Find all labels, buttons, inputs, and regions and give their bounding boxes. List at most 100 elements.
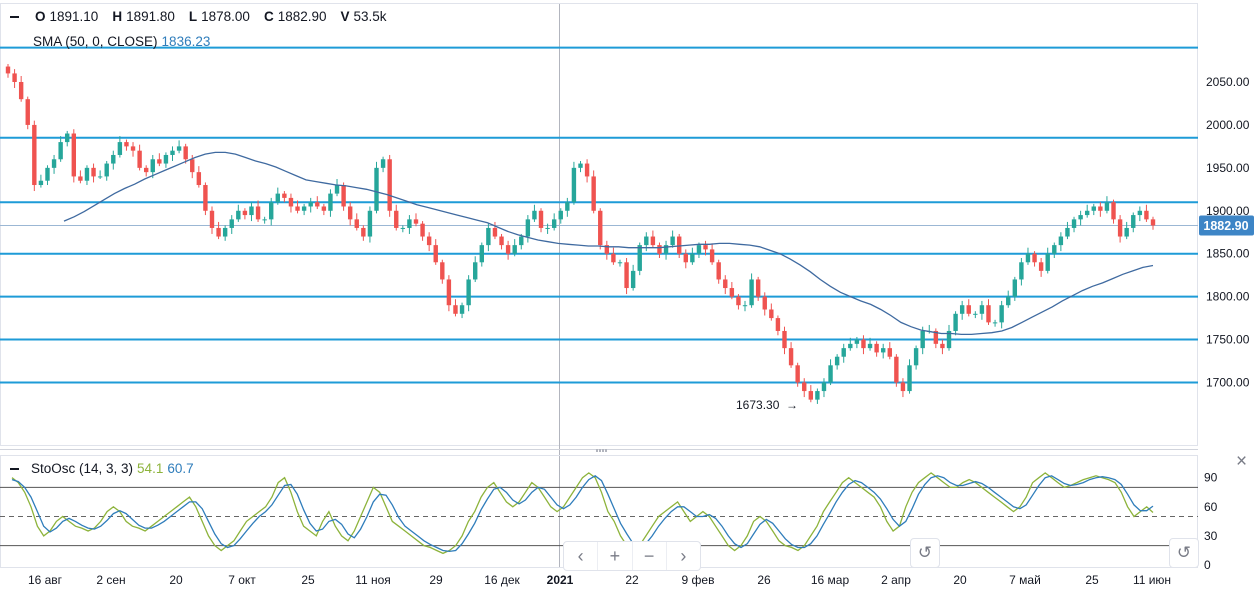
candle-body: [953, 313, 958, 331]
candle-body: [1144, 210, 1149, 220]
candle-body: [157, 159, 162, 164]
ohlc-high-label: H: [112, 9, 123, 24]
price-axis-label: 1950.00: [1206, 161, 1250, 175]
candle-body: [630, 270, 636, 289]
candle-body: [499, 236, 504, 246]
sma-legend[interactable]: SMA (50, 0, CLOSE) 1836.23: [33, 34, 210, 49]
candle-body: [1078, 215, 1083, 220]
candle-body: [150, 159, 155, 173]
candle-body: [545, 227, 550, 229]
candle-body: [973, 313, 978, 315]
candle-body: [505, 245, 511, 254]
candle-body: [677, 236, 682, 254]
time-axis-label: 20: [953, 573, 967, 587]
price-axis-label: 2050.00: [1206, 75, 1250, 89]
sma-legend-value: 1836.23: [161, 34, 211, 49]
reset-chart-button[interactable]: ↺: [910, 538, 940, 568]
time-axis-label: 20: [169, 573, 183, 587]
candle-body: [848, 343, 853, 349]
candle-body: [525, 219, 531, 237]
ohlc-low-value: 1878.00: [201, 9, 250, 24]
candle-body: [65, 133, 70, 143]
candle-body: [12, 73, 17, 82]
ohlc-volume-label: V: [340, 9, 350, 24]
candle-body: [426, 236, 432, 246]
candle-body: [1111, 202, 1116, 220]
time-axis-label: 2021: [547, 573, 574, 587]
candle-body: [604, 245, 610, 254]
candle-body: [749, 279, 754, 306]
close-pane-icon[interactable]: ×: [1236, 451, 1248, 472]
stoch-k-line: [11, 472, 1154, 555]
low-annotation-arrow-icon: →: [786, 398, 798, 412]
candle-body: [769, 309, 774, 319]
time-axis-label: 16 авг: [28, 573, 63, 587]
zoom-out-button[interactable]: −: [633, 542, 667, 570]
candle-body: [512, 245, 517, 254]
scroll-right-button[interactable]: ›: [680, 546, 687, 566]
candle-body: [591, 176, 596, 211]
candle-body: [229, 219, 234, 228]
candle-body: [354, 219, 359, 228]
candle-body: [808, 391, 814, 400]
candle-body: [650, 236, 656, 246]
candle-body: [519, 236, 524, 246]
stoch-axis-label: 60: [1204, 500, 1218, 514]
candle-body: [696, 245, 702, 254]
candle-body: [71, 133, 77, 177]
ohlc-open-label: O: [35, 9, 46, 24]
candle-body: [598, 210, 603, 246]
candle-body: [58, 142, 63, 160]
candle-body: [1104, 202, 1110, 211]
reset-scale-button[interactable]: ↺: [1169, 538, 1199, 568]
candle-body: [841, 348, 846, 357]
candle-body: [84, 167, 90, 181]
candle-body: [45, 167, 50, 181]
candle-body: [644, 236, 649, 246]
candle-body: [729, 288, 735, 297]
price-axis-label: 1750.00: [1206, 333, 1250, 347]
ohlc-volume-value: 53.5k: [353, 9, 387, 24]
candle-body: [907, 365, 912, 392]
stoch-legend-label: StoOsc (14, 3, 3): [31, 461, 134, 476]
stoch-axis-label: 30: [1204, 529, 1218, 543]
candle-body: [249, 206, 254, 216]
candle-body: [170, 150, 175, 155]
last-price-badge: 1882.90: [1199, 215, 1254, 236]
time-axis-label: 16 мар: [811, 573, 850, 587]
stoch-axis-label: 90: [1204, 471, 1218, 485]
candle-body: [203, 185, 208, 211]
candle-body: [1117, 219, 1123, 237]
time-axis-label: 29: [429, 573, 443, 587]
candle-body: [1038, 262, 1044, 271]
candle-body: [301, 206, 307, 211]
candle-body: [473, 262, 478, 280]
stoch-legend-k-value: 54.1: [137, 461, 164, 476]
candle-body: [979, 305, 985, 314]
stoch-legend[interactable]: StoOsc (14, 3, 3) 54.1 60.7: [6, 461, 194, 476]
candle-body: [1058, 236, 1064, 246]
candle-body: [282, 193, 287, 198]
candle-body: [459, 305, 465, 314]
candle-body: [18, 82, 24, 100]
candle-body: [742, 305, 748, 307]
candle-body: [91, 167, 96, 177]
ohlc-legend-dash-icon: [10, 15, 19, 18]
time-axis-label: 16 дек: [484, 573, 520, 587]
candle-body: [775, 318, 781, 331]
ohlc-high-value: 1891.80: [126, 9, 175, 24]
zoom-in-button[interactable]: +: [598, 542, 633, 570]
stoch-legend-d-value: 60.7: [167, 461, 194, 476]
candle-body: [255, 206, 261, 220]
candle-body: [538, 210, 544, 228]
candle-body: [894, 356, 899, 383]
candle-body: [163, 154, 169, 164]
candle-body: [558, 210, 563, 220]
candle-body: [222, 227, 228, 237]
candle-body: [486, 227, 491, 246]
scroll-left-button[interactable]: ‹: [564, 542, 599, 570]
candle-body: [341, 185, 346, 207]
candle-body: [275, 193, 280, 203]
ohlc-close-label: C: [263, 9, 274, 24]
